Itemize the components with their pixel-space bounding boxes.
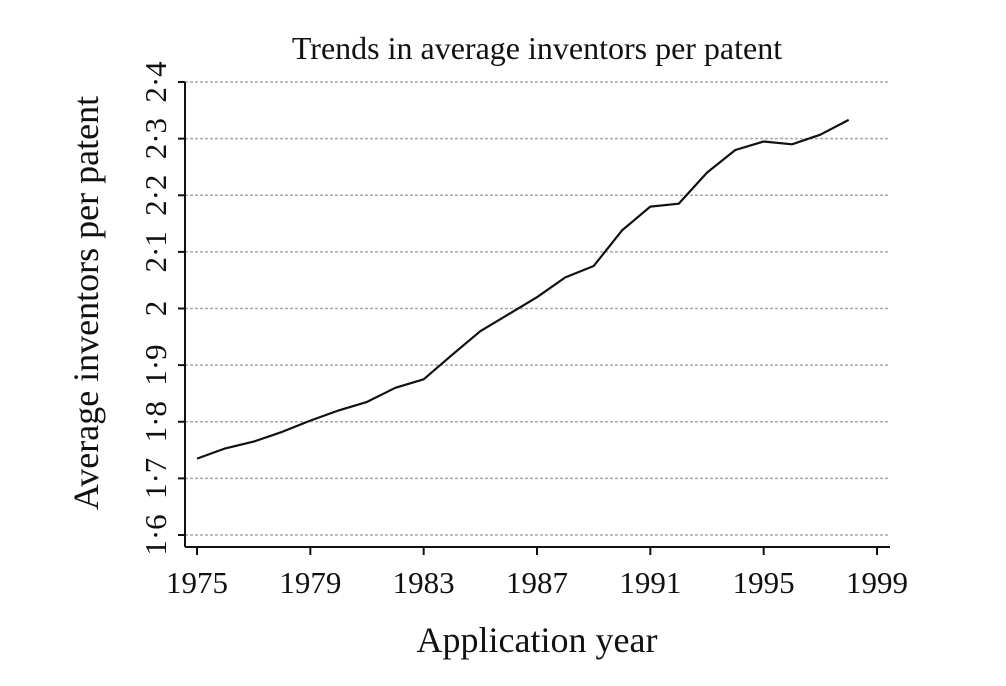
x-tick-label-3: 1987: [506, 565, 568, 600]
y-tick-label-4: 2: [138, 301, 173, 317]
y-tick-label-2: 1·8: [138, 401, 173, 442]
y-tick-label-5: 2·1: [138, 231, 173, 272]
grid: [185, 81, 890, 536]
x-tick-label-6: 1999: [846, 565, 908, 600]
x-tick-label-2: 1983: [393, 565, 455, 600]
y-tick-label-3: 1·9: [138, 344, 173, 385]
y-axis-label: Average inventors per patent: [66, 96, 106, 510]
y-tick-label-6: 2·2: [138, 175, 173, 216]
x-tick-label-5: 1995: [733, 565, 795, 600]
x-tick-label-0: 1975: [166, 565, 228, 600]
y-tick-label-8: 2·4: [138, 61, 173, 103]
x-tick-label-4: 1991: [619, 565, 681, 600]
chart-title: Trends in average inventors per patent: [292, 30, 782, 66]
x-axis-label: Application year: [417, 620, 658, 660]
y-axis-ticks: 1·6 1·7 1·8 1·9 2 2·1 2·2 2·3 2·4: [138, 61, 185, 556]
y-tick-label-7: 2·3: [138, 118, 173, 159]
x-tick-label-1: 1979: [279, 565, 341, 600]
x-axis-ticks: 1975 1979 1983 1987 1991 1995 1999: [166, 547, 908, 600]
y-tick-label-1: 1·7: [138, 458, 173, 499]
series-line-0: [196, 118, 850, 460]
series-layer: [196, 118, 850, 460]
axes: [184, 82, 890, 548]
y-tick-label-0: 1·6: [138, 514, 173, 555]
